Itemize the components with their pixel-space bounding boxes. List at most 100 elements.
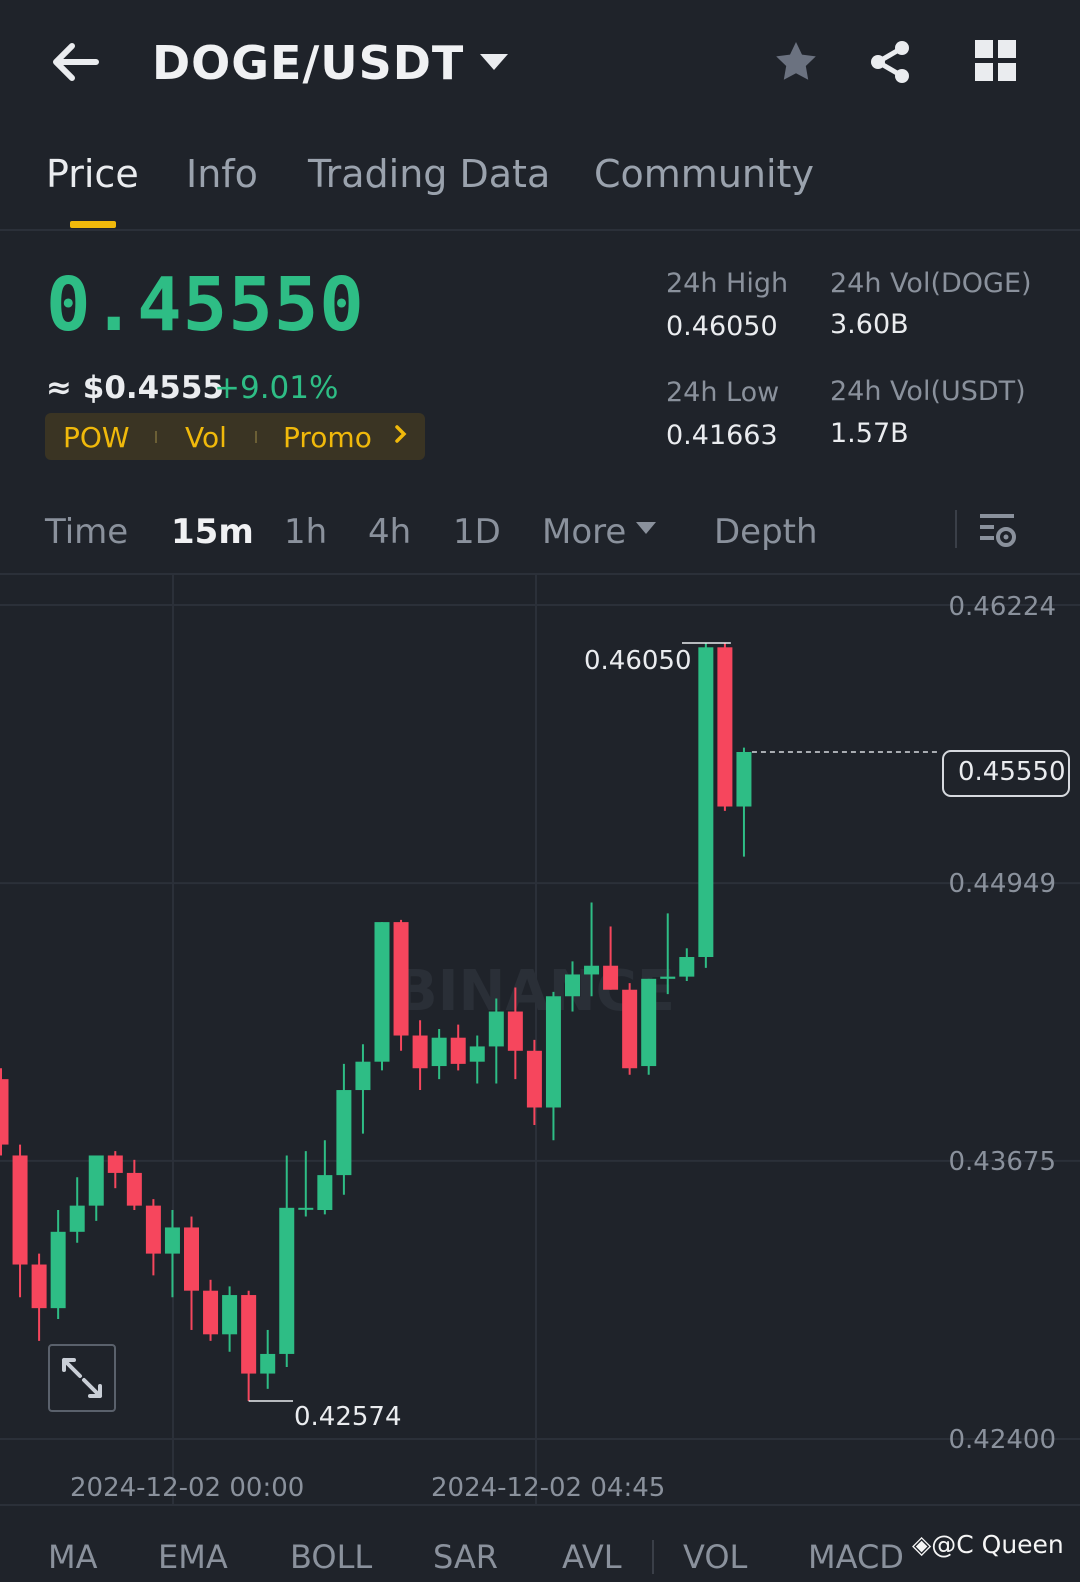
candle-body xyxy=(126,1172,142,1206)
tag-vol: Vol xyxy=(185,421,227,454)
tag-separator xyxy=(155,431,157,443)
high-label: 24h High xyxy=(666,268,789,299)
candle-body xyxy=(164,1227,180,1254)
back-arrow-icon[interactable] xyxy=(50,40,100,84)
tab-trading-data[interactable]: Trading Data xyxy=(308,152,551,196)
vol-base-label: 24h Vol(DOGE) xyxy=(830,268,1032,299)
candle-body xyxy=(622,989,638,1069)
interval-divider xyxy=(0,573,1080,575)
candle-body xyxy=(107,1155,123,1173)
candle-body xyxy=(736,751,752,807)
chart-settings-icon[interactable] xyxy=(978,510,1018,554)
candle-body xyxy=(507,1011,523,1051)
candle-body xyxy=(526,1050,542,1108)
user-watermark: ◈@C Queen xyxy=(912,1530,1064,1559)
share-icon[interactable] xyxy=(866,38,914,90)
candle-body xyxy=(355,1061,371,1091)
interval-1d[interactable]: 1D xyxy=(453,512,501,552)
interval-4h[interactable]: 4h xyxy=(368,512,412,552)
depth-tab[interactable]: Depth xyxy=(714,512,818,552)
candle-body xyxy=(88,1155,104,1206)
approx-usd-price: ≈ $0.4555 xyxy=(46,370,224,406)
indicator-vol[interactable]: VOL xyxy=(683,1538,748,1576)
candle-body xyxy=(317,1175,333,1210)
low-label: 24h Low xyxy=(666,377,780,408)
tab-info[interactable]: Info xyxy=(186,152,258,196)
candlestick-chart[interactable]: BINANCE xyxy=(0,575,1080,1505)
tabs-divider xyxy=(0,229,1080,231)
candle-body xyxy=(545,996,561,1108)
candle-body xyxy=(260,1353,276,1374)
tag-pill[interactable]: POW Vol Promo xyxy=(45,413,425,460)
candle-body xyxy=(31,1264,47,1309)
candle-body xyxy=(145,1205,161,1254)
candle-body xyxy=(298,1207,314,1210)
candle-body xyxy=(450,1037,466,1064)
tab-community[interactable]: Community xyxy=(594,152,814,196)
indicator-ema[interactable]: EMA xyxy=(158,1538,228,1576)
high-value: 0.46050 xyxy=(666,311,778,342)
interval-more[interactable]: More xyxy=(542,512,627,552)
tag-pow: POW xyxy=(63,421,130,454)
indicator-ma[interactable]: MA xyxy=(48,1538,98,1576)
candle-body xyxy=(641,978,657,1067)
candle-body xyxy=(431,1037,447,1067)
more-caret-icon[interactable] xyxy=(636,522,656,534)
y-tick-label: 0.46224 xyxy=(948,592,1056,622)
candle-body xyxy=(603,965,619,990)
candle-body xyxy=(565,974,580,997)
candle-body xyxy=(241,1295,257,1374)
indicator-macd[interactable]: MACD xyxy=(808,1538,904,1576)
interval-time[interactable]: Time xyxy=(45,512,129,552)
vol-quote-value: 1.57B xyxy=(830,418,909,449)
fullscreen-button[interactable] xyxy=(48,1344,116,1412)
chart-bottom-divider xyxy=(0,1504,1080,1506)
candle-body xyxy=(374,922,390,1062)
candle-body xyxy=(393,922,409,1036)
candle-body xyxy=(488,1011,504,1047)
expand-icon xyxy=(62,1358,102,1398)
chevron-right-icon xyxy=(393,419,409,456)
current-price-value: 0.45550 xyxy=(958,757,1066,787)
candle-body xyxy=(69,1205,85,1232)
candle-body xyxy=(584,965,600,975)
indicator-sar[interactable]: SAR xyxy=(433,1538,499,1576)
interval-15m[interactable]: 15m xyxy=(171,512,254,552)
diamond-logo-icon: ◈ xyxy=(912,1530,932,1559)
candle-body xyxy=(660,976,676,979)
change-percent: +9.01% xyxy=(214,370,339,406)
y-tick-label: 0.44949 xyxy=(948,869,1056,899)
current-price-tag: 0.45550 xyxy=(942,750,1070,797)
tag-separator xyxy=(255,431,257,443)
indicator-boll[interactable]: BOLL xyxy=(290,1538,373,1576)
low-marker-label: 0.42574 xyxy=(294,1402,402,1432)
y-tick-label: 0.43675 xyxy=(948,1147,1056,1177)
interval-1h[interactable]: 1h xyxy=(284,512,328,552)
candle-body xyxy=(717,647,733,807)
candle-body xyxy=(222,1295,238,1335)
vol-base-value: 3.60B xyxy=(830,309,909,340)
candle-body xyxy=(412,1035,428,1069)
candle-body xyxy=(698,647,714,958)
candle-body xyxy=(184,1227,199,1291)
vol-quote-label: 24h Vol(USDT) xyxy=(830,376,1026,407)
tab-price[interactable]: Price xyxy=(46,152,139,196)
indicator-avl[interactable]: AVL xyxy=(562,1538,622,1576)
candle-body xyxy=(0,1079,9,1145)
candle-body xyxy=(12,1155,28,1265)
y-tick-label: 0.42400 xyxy=(948,1425,1056,1455)
grid-icon[interactable] xyxy=(975,40,1017,86)
separator xyxy=(955,510,957,548)
low-value: 0.41663 xyxy=(666,420,778,451)
candle-body xyxy=(50,1231,66,1309)
dropdown-caret-icon[interactable] xyxy=(480,54,508,70)
user-watermark-text: @C Queen xyxy=(931,1530,1064,1559)
candle-body xyxy=(679,957,695,977)
star-icon[interactable] xyxy=(772,38,820,90)
tag-promo: Promo xyxy=(283,421,372,454)
candle-body xyxy=(279,1207,295,1354)
x-tick-label: 2024-12-02 04:45 xyxy=(431,1473,666,1503)
candle-body xyxy=(336,1090,352,1176)
active-tab-indicator xyxy=(70,221,116,228)
pair-title[interactable]: DOGE/USDT xyxy=(152,36,465,90)
